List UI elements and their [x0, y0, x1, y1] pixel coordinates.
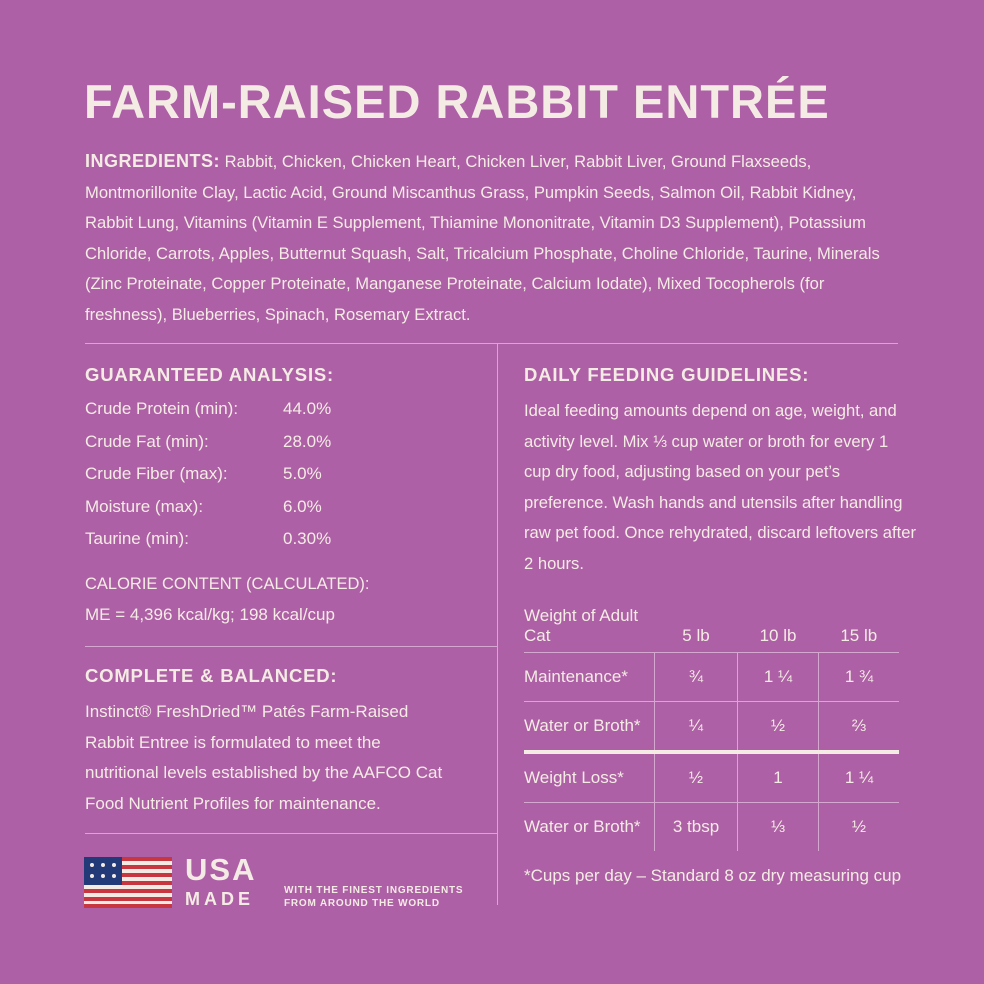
table-cell: ⅓ [737, 802, 819, 851]
analysis-row: Crude Fiber (max): 5.0% [85, 464, 322, 484]
complete-heading: COMPLETE & BALANCED: [85, 665, 338, 686]
amount: 6.0% [283, 496, 322, 516]
table-row: Weight Loss* ½ 1 1 ¼ [524, 750, 899, 803]
analysis-row: Taurine (min): 0.30% [85, 529, 331, 549]
amount: 5.0% [283, 464, 322, 483]
title: FARM-RAISED RABBIT ENTRÉE [84, 75, 830, 128]
made: MADE [185, 889, 254, 909]
table-cell: ½ [737, 701, 819, 752]
header-cell: 5 lb [682, 626, 710, 645]
us-flag [84, 857, 172, 908]
table-cell: ½ [818, 802, 899, 851]
table-cell: ¼ [654, 701, 738, 752]
nutrient: Crude Protein (min): [85, 399, 239, 418]
feeding-heading: DAILY FEEDING GUIDELINES: [524, 364, 810, 385]
tagline-line: WITH THE FINEST INGREDIENTS [284, 885, 464, 896]
header-cell: 15 lb [840, 626, 878, 645]
table-header: Weight of Adult Cat 5 lb 10 lb 15 lb [524, 590, 899, 653]
analysis-row: Moisture (max): 6.0% [85, 496, 322, 517]
amount: 28.0% [283, 431, 332, 451]
table-cell: 1 [737, 750, 819, 803]
divider [85, 343, 898, 344]
feeding-table: Weight of Adult Cat 5 lb 10 lb 15 lb Mainten… [524, 590, 899, 851]
table-cell: Water or Broth* [524, 802, 655, 851]
analysis-row: Crude Fat (min): 28.0% [85, 431, 331, 452]
table-cell: 1 ¾ [818, 652, 899, 702]
ingredients-label: INGREDIENTS: [85, 151, 221, 171]
analysis-row: Crude Protein (min): 44.0% [85, 399, 331, 419]
nutrient: Crude Fat (min): [85, 431, 209, 451]
table-cell: Weight Loss* [524, 750, 655, 803]
header-cell: 10 lb [759, 626, 797, 645]
nutrient: Moisture (max): [85, 496, 204, 516]
table-cell: 1 ¼ [818, 750, 899, 803]
table-cell: ⅔ [818, 701, 899, 752]
analysis-heading: GUARANTEED ANALYSIS: [85, 364, 334, 385]
table-cell: ½ [654, 750, 738, 803]
divider [497, 343, 498, 905]
ingredients: INGREDIENTS: Rabbit, Chicken, Chicken He… [85, 146, 900, 330]
calorie-heading: CALORIE CONTENT (CALCULATED): [85, 575, 370, 593]
nutrient: Crude Fiber (max): [85, 464, 228, 483]
table-cell: Maintenance* [524, 652, 655, 702]
footnote: *Cups per day – Standard 8 oz dry measur… [524, 866, 902, 885]
table-cell: 3 tbsp [654, 802, 738, 851]
amount: 0.30% [283, 529, 332, 548]
divider [85, 833, 497, 834]
ingredients-text: Rabbit, Chicken, Chicken Heart, Chicken … [85, 152, 880, 324]
complete-text: Instinct® FreshDried™ Patés Farm-Raised … [85, 702, 443, 813]
calorie-text: ME = 4,396 kcal/kg; 198 kcal/cup [85, 605, 335, 624]
usa: USA [185, 852, 257, 887]
table-row: Water or Broth* ¼ ½ ⅔ [524, 701, 899, 752]
table-row: Water or Broth* 3 tbsp ⅓ ½ [524, 802, 899, 851]
divider [85, 646, 497, 647]
table-cell: ¾ [654, 652, 738, 702]
tagline-line: FROM AROUND THE WORLD [284, 898, 440, 909]
table-cell: Water or Broth* [524, 701, 655, 752]
nutrient: Taurine (min): [85, 529, 189, 548]
table-cell: 1 ¼ [737, 652, 819, 702]
usa-tagline: WITH THE FINEST INGREDIENTS FROM AROUND T… [284, 884, 463, 910]
header-cell: Weight of Adult Cat [524, 606, 639, 645]
feeding-text: Ideal feeding amounts depend on age, wei… [524, 401, 916, 573]
amount: 44.0% [283, 399, 332, 418]
